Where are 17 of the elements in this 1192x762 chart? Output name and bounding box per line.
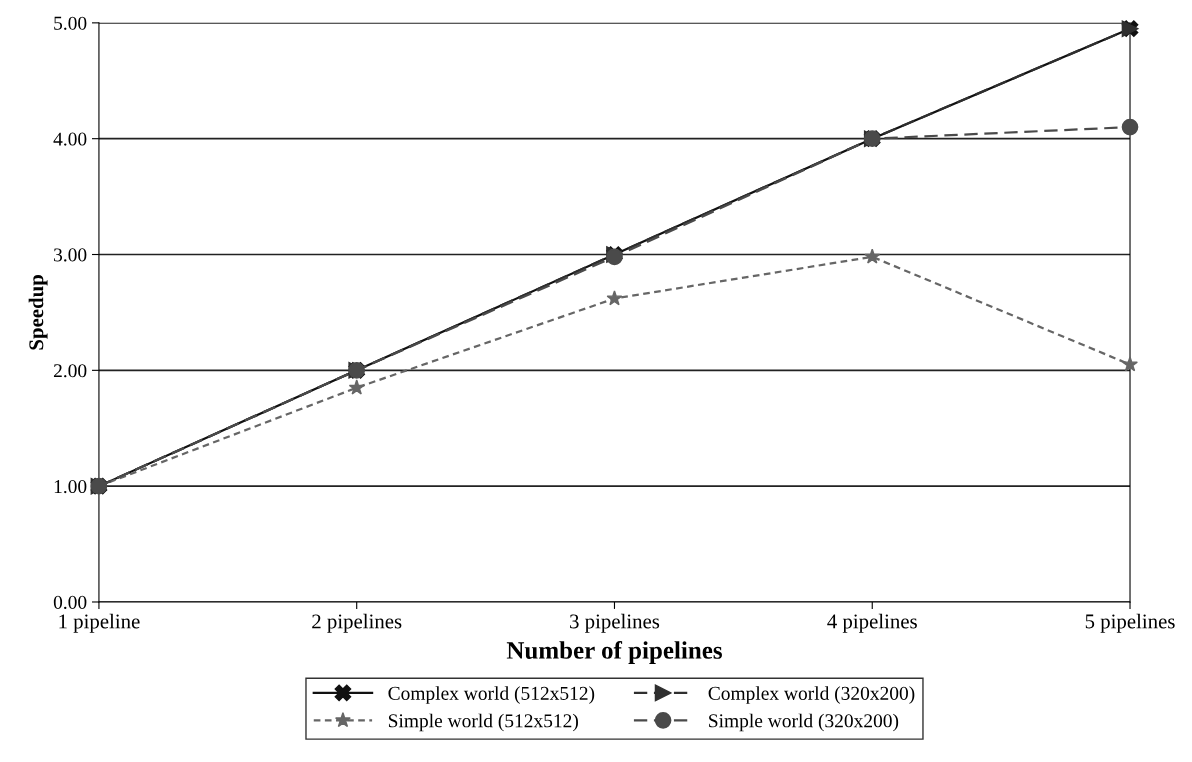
x-axis-title: Number of pipelines xyxy=(506,641,722,664)
y-tick-label: 1.00 xyxy=(54,479,87,494)
y-tick-label: 3.00 xyxy=(54,248,87,262)
y-tick-label: 4.00 xyxy=(53,132,87,146)
x-tick-label: 4 pipelines xyxy=(827,613,917,633)
x-tick-label: 2 pipelines xyxy=(312,613,402,633)
legend-label: Simple world (320x200) xyxy=(709,713,899,732)
x-tick-label: 1 pipeline xyxy=(59,613,140,633)
y-tick-label: 5.00 xyxy=(54,16,87,30)
y-axis-title: Speedup xyxy=(28,275,48,350)
legend-label: Complex world (320x200) xyxy=(708,686,915,704)
y-tick-label: 2.00 xyxy=(53,364,87,378)
legend-label: Complex world (512x512) xyxy=(388,686,595,704)
y-tick-label: 0.00 xyxy=(53,595,87,609)
x-tick-label: 3 pipelines xyxy=(570,613,660,633)
x-tick-label: 5 pipelines xyxy=(1085,613,1175,633)
legend-label: Simple world (512x512) xyxy=(388,713,578,732)
